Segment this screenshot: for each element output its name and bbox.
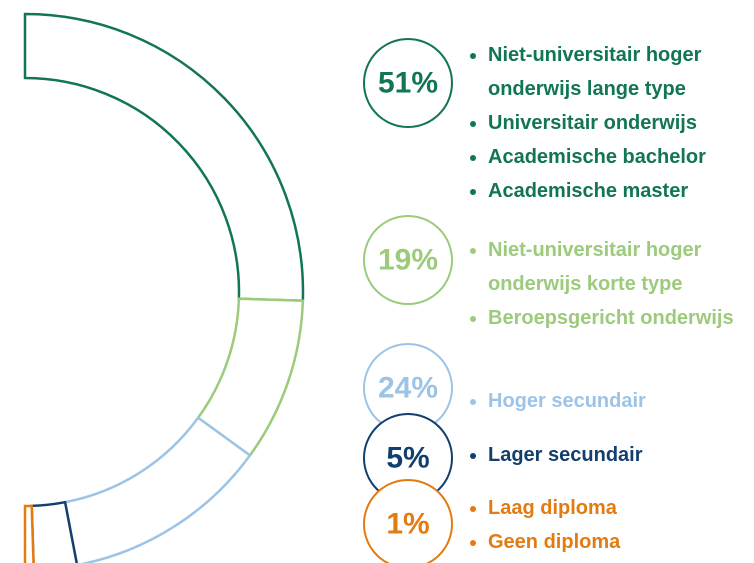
percent-circle	[363, 215, 453, 305]
legend-item: Laag diploma	[488, 491, 754, 525]
legend-group: Niet-universitair hoger onderwijs lange …	[470, 38, 754, 208]
segment	[23, 504, 35, 563]
legend-group: Laag diplomaGeen diploma	[470, 491, 754, 559]
legend-item: Beroepsgericht onderwijs	[488, 301, 754, 335]
segment	[23, 12, 305, 303]
percent-label: 19%	[378, 244, 438, 277]
percent-label: 1%	[386, 508, 429, 541]
legend-item: Academische master	[488, 174, 754, 208]
legend-group: Lager secundair	[470, 438, 754, 472]
percent-circle	[363, 38, 453, 128]
percent-label: 51%	[378, 67, 438, 100]
legend-item: Niet-universitair hoger onderwijs korte …	[488, 233, 754, 301]
percent-circle	[363, 479, 453, 563]
legend-group: Hoger secundair	[470, 384, 754, 418]
segment	[63, 416, 252, 563]
legend-group: Niet-universitair hoger onderwijs korte …	[470, 233, 754, 335]
percent-label: 24%	[378, 372, 438, 405]
legend-item: Universitair onderwijs	[488, 106, 754, 140]
legend-item: Academische bachelor	[488, 140, 754, 174]
legend-item: Geen diploma	[488, 525, 754, 559]
percent-label: 5%	[386, 442, 429, 475]
legend-item: Hoger secundair	[488, 384, 754, 418]
legend-item: Lager secundair	[488, 438, 754, 472]
legend-item: Niet-universitair hoger onderwijs lange …	[488, 38, 754, 106]
